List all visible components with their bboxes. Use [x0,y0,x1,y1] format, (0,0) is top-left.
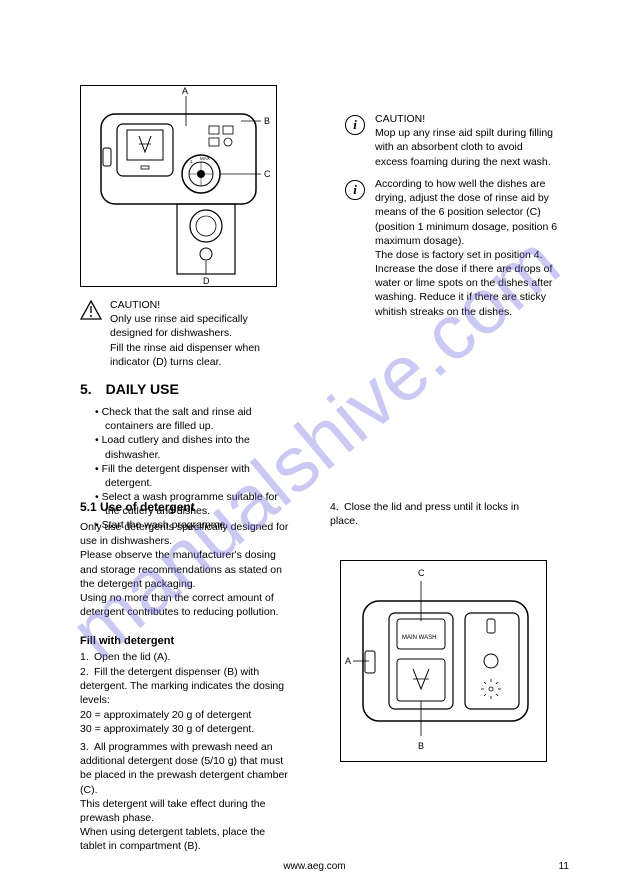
fig1-label-d: D [203,276,210,286]
fig2-label-c: C [418,568,425,578]
warning-icon [80,300,102,324]
info-icon-2: i [345,180,365,200]
page-number: 11 [559,860,569,873]
detergent-step4: 4. Close the lid and press until it lock… [330,500,550,528]
svg-text:MAX: MAX [200,156,210,161]
figure-detergent: MAIN WASH A [340,560,547,762]
detergent-step1: 1. Open the lid (A). [80,650,290,664]
note-text-2: According to how well the dishes are dry… [375,177,560,319]
svg-text:MAIN WASH: MAIN WASH [402,635,436,641]
page-content: 1 MAX A B C D i CAUTION! Mop up any rins… [0,0,629,90]
bullet-0: Check that the salt and rinse aid contai… [102,406,252,432]
svg-text:1: 1 [190,159,193,164]
warning-text: CAUTION! Only use rinse aid specifically… [110,298,285,369]
fig1-label-b: B [264,116,270,126]
section-heading: 5. DAILY USE [80,380,179,398]
detergent-body: Only use detergents specifically designe… [80,520,290,619]
figure-rinse-aid: 1 MAX A B C D [80,85,277,287]
note-text-1: CAUTION! Mop up any rinse aid spilt duri… [375,112,555,169]
info-icon-1: i [345,115,365,135]
bullet-2: Fill the detergent dispenser with deterg… [102,463,250,489]
bullet-1: Load cutlery and dishes into the dishwas… [102,434,250,460]
detergent-sub: Fill with detergent [80,634,174,648]
detergent-step2: 2. Fill the detergent dispenser (B) with… [80,665,290,736]
fig1-label-c: C [264,169,271,179]
fig2-label-a: A [345,656,351,666]
detergent-heading: 5.1 Use of detergent [80,500,195,516]
detergent-step3: 3. All programmes with prewash need an a… [80,740,290,853]
fig1-label-a: A [182,86,188,96]
fig2-label-b: B [418,741,424,751]
footer-url: www.aeg.com [0,860,629,873]
